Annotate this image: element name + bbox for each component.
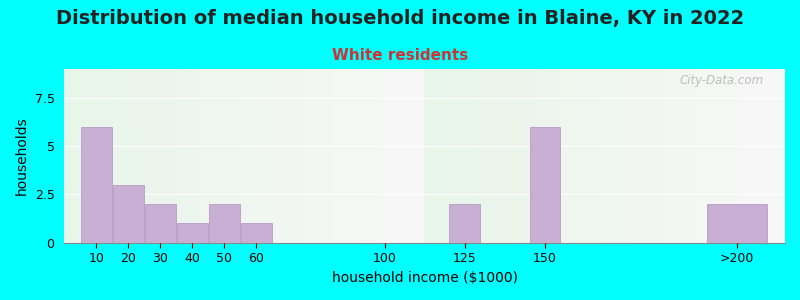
Bar bbox=[177, 224, 208, 243]
Text: City-Data.com: City-Data.com bbox=[679, 74, 763, 87]
Text: White residents: White residents bbox=[332, 48, 468, 63]
Bar bbox=[242, 224, 272, 243]
Bar bbox=[145, 204, 175, 243]
Y-axis label: households: households bbox=[15, 116, 29, 195]
Bar bbox=[210, 204, 240, 243]
Bar bbox=[81, 127, 111, 243]
Bar bbox=[450, 204, 480, 243]
Bar bbox=[530, 127, 560, 243]
Bar bbox=[113, 185, 143, 243]
X-axis label: household income ($1000): household income ($1000) bbox=[332, 271, 518, 285]
Bar bbox=[706, 204, 767, 243]
Text: Distribution of median household income in Blaine, KY in 2022: Distribution of median household income … bbox=[56, 9, 744, 28]
